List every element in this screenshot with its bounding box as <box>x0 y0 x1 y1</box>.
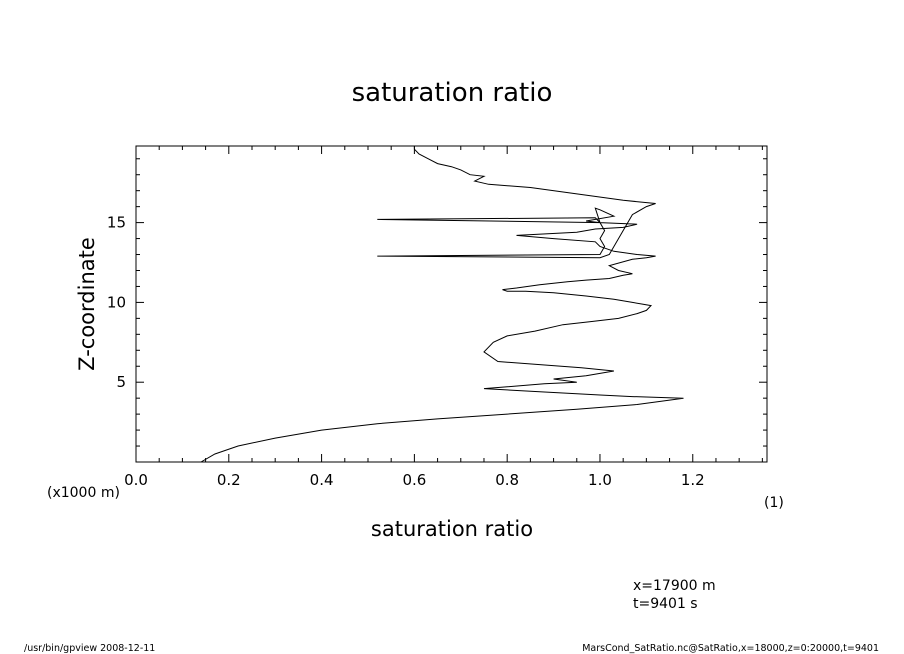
y-tick-label: 5 <box>116 373 126 391</box>
x-tick-label: 0.4 <box>310 471 334 489</box>
x-position-note: x=17900 m <box>633 578 716 594</box>
x-tick-label: 0.8 <box>495 471 519 489</box>
footer-right: MarsCond_SatRatio.nc@SatRatio,x=18000,z=… <box>582 643 879 654</box>
tick-marks <box>135 146 767 462</box>
footer-left: /usr/bin/gpview 2008-12-11 <box>24 643 155 654</box>
series-line <box>200 146 684 463</box>
y-unit-label: (x1000 m) <box>47 485 120 501</box>
y-tick-labels: 5 10 15 <box>107 214 126 392</box>
x-unit-label: (1) <box>764 495 784 511</box>
x-tick-labels: 0.0 0.2 0.4 0.6 0.8 1.0 1.2 <box>124 471 705 489</box>
t-position-note: t=9401 s <box>633 596 698 612</box>
x-tick-label: 1.0 <box>588 471 612 489</box>
x-tick-label: 1.2 <box>681 471 705 489</box>
x-tick-label: 0.6 <box>402 471 426 489</box>
y-tick-label: 10 <box>107 293 126 311</box>
y-tick-label: 15 <box>107 214 126 232</box>
x-axis-label: saturation ratio <box>371 517 533 541</box>
y-axis-label: Z-coordinate <box>75 237 99 371</box>
x-tick-label: 0.2 <box>217 471 241 489</box>
chart-title: saturation ratio <box>352 78 553 108</box>
x-tick-label: 0.0 <box>124 471 148 489</box>
plot-frame <box>135 145 768 463</box>
